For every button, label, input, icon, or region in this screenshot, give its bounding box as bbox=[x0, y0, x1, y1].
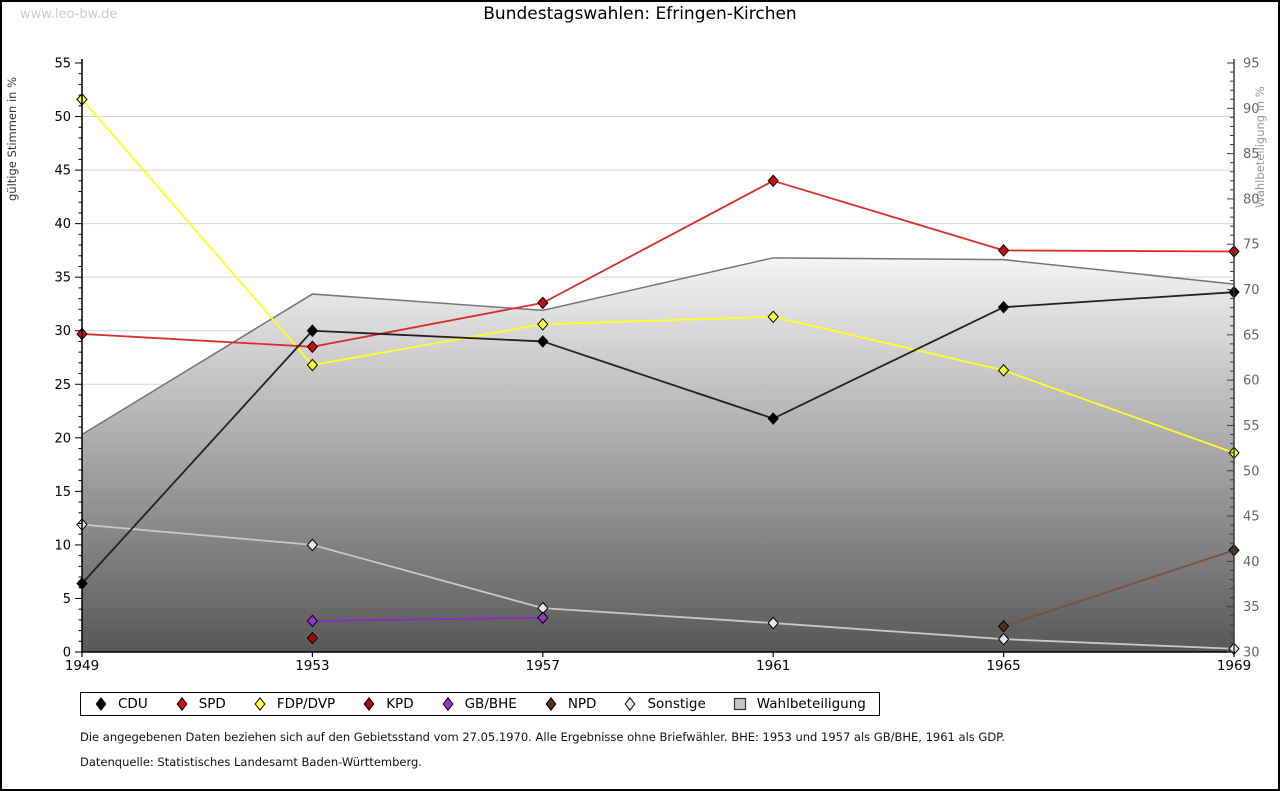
svg-text:70: 70 bbox=[1243, 283, 1260, 298]
svg-text:5: 5 bbox=[63, 592, 71, 607]
turnout-area bbox=[81, 257, 1235, 652]
diamond-marker-icon bbox=[254, 696, 266, 712]
legend-label: SPD bbox=[198, 696, 226, 712]
svg-text:30: 30 bbox=[1243, 646, 1260, 661]
legend-label: NPD bbox=[567, 696, 597, 712]
svg-text:55: 55 bbox=[54, 57, 71, 72]
svg-text:1957: 1957 bbox=[526, 658, 560, 674]
diamond-marker-icon bbox=[95, 696, 107, 712]
svg-text:1949: 1949 bbox=[65, 658, 99, 674]
svg-text:90: 90 bbox=[1243, 102, 1260, 117]
diamond-marker-icon bbox=[545, 696, 557, 712]
svg-text:85: 85 bbox=[1243, 147, 1260, 162]
legend-label: Sonstige bbox=[647, 696, 706, 712]
svg-text:40: 40 bbox=[1243, 555, 1260, 570]
right-axis-label: Wahlbeteiligung in % bbox=[1253, 86, 1267, 208]
svg-text:10: 10 bbox=[54, 538, 71, 553]
series-kpd bbox=[306, 631, 319, 645]
legend-label: KPD bbox=[386, 696, 414, 712]
legend-label: CDU bbox=[118, 696, 148, 712]
svg-text:60: 60 bbox=[1243, 374, 1260, 389]
left-axis-label: gültige Stimmen in % bbox=[5, 77, 19, 201]
series-cdu bbox=[76, 285, 1240, 590]
svg-text:20: 20 bbox=[54, 431, 71, 446]
svg-text:25: 25 bbox=[54, 378, 71, 393]
legend-label: Wahlbeteiligung bbox=[756, 696, 866, 712]
axes: 0 5 10 15 20 25 30 35 40 45 50 55 30 35 40 45 50 55 60 65 70… bbox=[5, 57, 1267, 675]
diamond-marker-icon bbox=[176, 696, 188, 712]
svg-text:50: 50 bbox=[54, 110, 71, 125]
svg-text:1961: 1961 bbox=[756, 658, 790, 674]
legend-label: GB/BHE bbox=[464, 696, 517, 712]
svg-text:35: 35 bbox=[1243, 600, 1260, 615]
svg-text:50: 50 bbox=[1243, 464, 1260, 479]
svg-text:30: 30 bbox=[54, 324, 71, 339]
legend-item-npd: NPD bbox=[544, 696, 597, 712]
svg-text:1965: 1965 bbox=[986, 658, 1020, 674]
legend-item-spd: SPD bbox=[175, 696, 226, 712]
svg-text:95: 95 bbox=[1243, 57, 1260, 72]
watermark: www.leo-bw.de bbox=[20, 7, 118, 22]
svg-text:1969: 1969 bbox=[1217, 658, 1251, 674]
svg-text:65: 65 bbox=[1243, 328, 1260, 343]
footnote-datenquelle: Datenquelle: Statistisches Landesamt Bad… bbox=[80, 755, 422, 769]
legend-label: FDP/DVP bbox=[276, 696, 336, 712]
area-swatch-icon bbox=[733, 697, 746, 711]
legend-item-cdu: CDU bbox=[94, 696, 148, 712]
legend-item-gb-bhe: GB/BHE bbox=[441, 696, 517, 712]
diamond-marker-icon bbox=[625, 696, 636, 712]
legend-item-sonstige: Sonstige bbox=[623, 696, 706, 712]
series-gb-bhe bbox=[306, 611, 549, 628]
footnote-gebietsstand: Die angegebenen Daten beziehen sich auf … bbox=[80, 730, 1005, 744]
svg-text:80: 80 bbox=[1243, 192, 1260, 207]
chart-title: Bundestagswahlen: Efringen-Kirchen bbox=[483, 4, 797, 24]
svg-text:75: 75 bbox=[1243, 238, 1260, 253]
diamond-marker-icon bbox=[442, 696, 454, 712]
legend-item-wahlbeteiligung: Wahlbeteiligung bbox=[733, 696, 866, 712]
svg-text:1953: 1953 bbox=[295, 658, 329, 674]
legend-item-fdp-dvp: FDP/DVP bbox=[253, 696, 335, 712]
chart-legend: CDU SPD FDP/DVP KPD GB/BHE NPD Sonstige Wahlbet… bbox=[80, 692, 880, 716]
svg-text:45: 45 bbox=[54, 164, 71, 179]
diamond-marker-icon bbox=[363, 696, 375, 712]
svg-text:15: 15 bbox=[54, 485, 71, 500]
svg-text:0: 0 bbox=[63, 646, 71, 661]
svg-text:55: 55 bbox=[1243, 419, 1260, 434]
svg-text:45: 45 bbox=[1243, 510, 1260, 525]
svg-text:35: 35 bbox=[54, 271, 71, 286]
legend-item-kpd: KPD bbox=[362, 696, 414, 712]
svg-text:40: 40 bbox=[54, 217, 71, 232]
